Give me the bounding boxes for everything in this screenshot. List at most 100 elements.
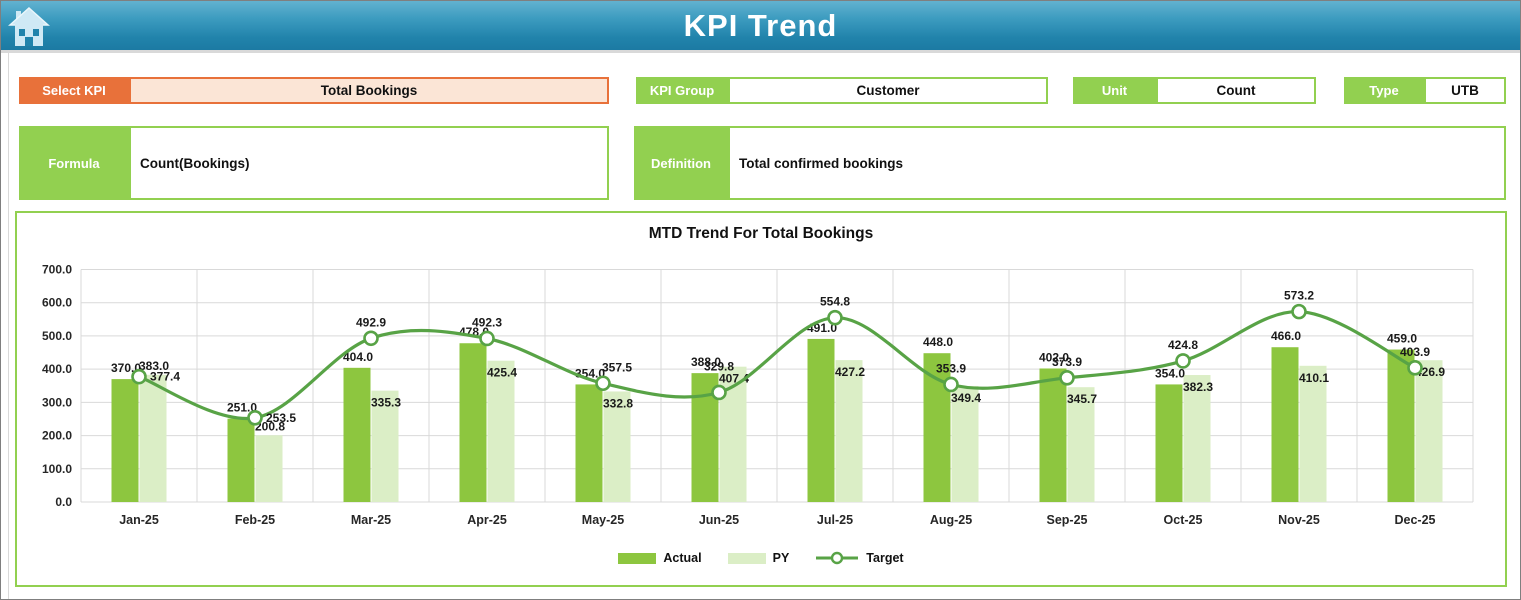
x-axis-label: May-25 bbox=[582, 513, 624, 527]
page-title: KPI Trend bbox=[683, 8, 838, 43]
actual-data-label: 448.0 bbox=[923, 335, 953, 349]
py-data-label: 383.0 bbox=[139, 359, 169, 373]
py-data-label: 200.8 bbox=[255, 419, 285, 433]
actual-bar bbox=[459, 343, 487, 502]
target-data-label: 253.5 bbox=[266, 411, 296, 425]
py-bar bbox=[1183, 375, 1211, 502]
target-data-label: 403.9 bbox=[1400, 345, 1430, 359]
target-data-label: 492.3 bbox=[472, 315, 502, 329]
py-bar bbox=[1067, 387, 1095, 502]
x-axis-label: Jan-25 bbox=[119, 513, 159, 527]
legend-label: Actual bbox=[663, 551, 702, 565]
type-value: UTB bbox=[1424, 77, 1506, 104]
mtd-trend-chart: 0.0 100.0 200.0 300.0 400.0 500.0 600.0 700.0 37… bbox=[42, 263, 1474, 527]
y-axis-tick: 400.0 bbox=[42, 362, 72, 376]
legend-swatch-py bbox=[727, 552, 766, 564]
select-kpi-label: Select KPI bbox=[19, 77, 129, 104]
target-data-label: 573.2 bbox=[1284, 289, 1314, 303]
type-label: Type bbox=[1344, 77, 1424, 104]
unit-label: Unit bbox=[1073, 77, 1156, 104]
y-axis-tick: 700.0 bbox=[42, 263, 72, 277]
legend-item-target: Target bbox=[815, 551, 904, 565]
actual-data-label: 402.0 bbox=[1039, 350, 1069, 364]
py-bar bbox=[139, 374, 167, 502]
x-axis-label: Oct-25 bbox=[1164, 513, 1203, 527]
actual-bar bbox=[1271, 347, 1299, 502]
actual-bar bbox=[1039, 368, 1067, 502]
target-marker bbox=[1059, 370, 1075, 386]
target-marker bbox=[827, 309, 843, 326]
actual-data-label: 404.0 bbox=[343, 350, 373, 364]
chart-legend: Actual PY Target bbox=[17, 551, 1505, 565]
formula-label: Formula bbox=[19, 126, 129, 200]
legend-swatch-actual bbox=[618, 552, 657, 564]
x-axis-label: Aug-25 bbox=[930, 513, 972, 527]
target-line bbox=[138, 309, 1416, 421]
target-marker bbox=[711, 384, 727, 401]
py-data-label: 345.7 bbox=[1067, 392, 1097, 406]
bar-group-Nov-25: 466.0 410.1 Nov-25 bbox=[1271, 329, 1329, 527]
actual-bar bbox=[575, 384, 603, 502]
actual-data-label: 466.0 bbox=[1271, 329, 1301, 343]
actual-bar bbox=[343, 367, 371, 502]
py-data-label: 335.3 bbox=[371, 396, 401, 410]
py-data-label: 410.1 bbox=[1299, 371, 1329, 385]
x-axis-label: Sep-25 bbox=[1047, 513, 1088, 527]
unit-value: Count bbox=[1156, 77, 1316, 104]
actual-bar bbox=[1387, 349, 1415, 502]
kpi-group-label: KPI Group bbox=[636, 77, 728, 104]
target-marker bbox=[131, 368, 147, 385]
x-axis-label: Mar-25 bbox=[351, 513, 391, 527]
chart-title: MTD Trend For Total Bookings bbox=[648, 225, 874, 242]
y-axis-tick: 500.0 bbox=[42, 329, 72, 343]
py-data-label: 349.4 bbox=[951, 391, 981, 405]
definition-value: Total confirmed bookings bbox=[728, 126, 1506, 200]
py-data-label: 332.8 bbox=[603, 396, 633, 410]
target-marker bbox=[363, 330, 379, 347]
x-axis-label: Apr-25 bbox=[467, 513, 507, 527]
target-data-label: 353.9 bbox=[936, 361, 966, 375]
legend-item-actual: Actual bbox=[618, 551, 702, 565]
y-axis-tick: 200.0 bbox=[42, 429, 72, 443]
target-data-label: 357.5 bbox=[602, 360, 632, 374]
target-marker bbox=[1407, 360, 1423, 376]
home-icon[interactable] bbox=[8, 5, 50, 49]
target-data-label: 373.9 bbox=[1052, 355, 1082, 369]
target-marker bbox=[1175, 353, 1191, 369]
actual-bar bbox=[807, 338, 835, 502]
y-axis-tick: 300.0 bbox=[42, 395, 72, 409]
py-bar bbox=[1415, 360, 1443, 502]
target-marker bbox=[247, 410, 263, 426]
target-data-label: 329.8 bbox=[704, 359, 734, 373]
y-axis-tick: 0.0 bbox=[55, 495, 72, 509]
py-data-label: 427.2 bbox=[835, 365, 865, 379]
select-kpi-value[interactable]: Total Bookings bbox=[129, 77, 609, 104]
y-axis-tick: 600.0 bbox=[42, 296, 72, 310]
kpi-trend-chart-card: MTD Trend For Total Bookings 0.0 100.0 200… bbox=[15, 211, 1507, 587]
x-axis-label: Feb-25 bbox=[235, 513, 275, 527]
py-bar bbox=[1299, 365, 1327, 502]
bar-group-Mar-25: 404.0 335.3 Mar-25 bbox=[343, 350, 401, 527]
actual-bar bbox=[1155, 384, 1183, 502]
x-axis-label: Dec-25 bbox=[1395, 513, 1436, 527]
target-data-label: 492.9 bbox=[356, 315, 386, 329]
actual-bar bbox=[923, 353, 951, 502]
actual-data-label: 459.0 bbox=[1387, 332, 1417, 346]
actual-data-label: 354.0 bbox=[1155, 366, 1185, 380]
target-data-label: 424.8 bbox=[1168, 338, 1198, 352]
target-marker bbox=[1291, 303, 1307, 320]
target-data-label: 377.4 bbox=[150, 370, 180, 384]
py-bar bbox=[603, 391, 631, 502]
legend-label: Target bbox=[866, 551, 904, 565]
formula-value: Count(Bookings) bbox=[129, 126, 609, 200]
x-axis-label: Jun-25 bbox=[699, 513, 739, 527]
x-axis-label: Jul-25 bbox=[817, 513, 853, 527]
py-bar bbox=[487, 360, 515, 502]
